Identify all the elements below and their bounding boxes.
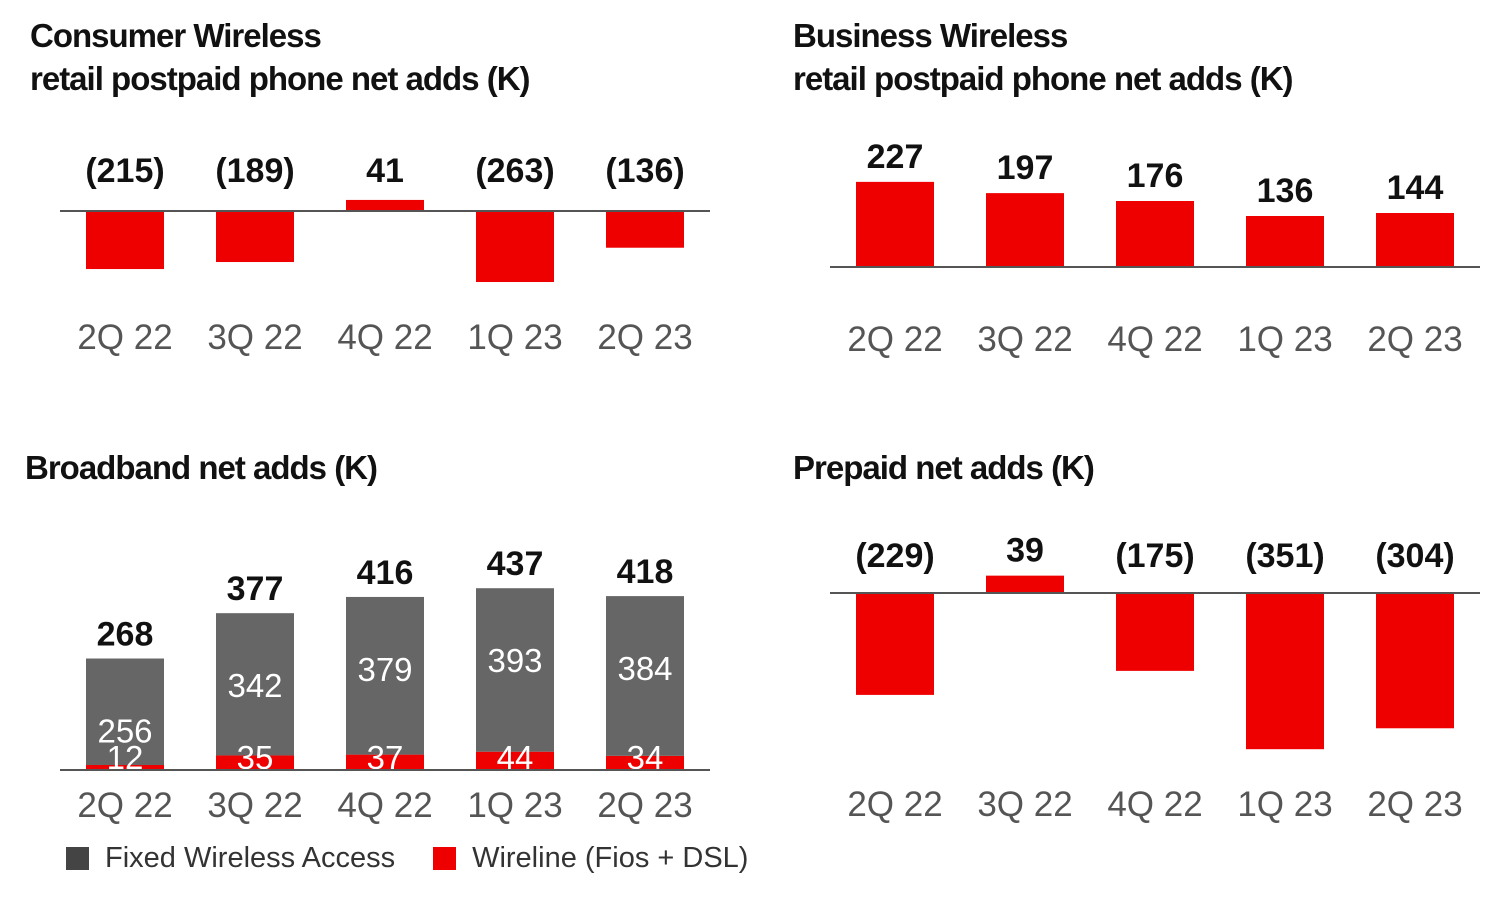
value-label: (175) (1115, 537, 1194, 575)
legend-item-fixed-wireless: Fixed Wireless Access (66, 842, 395, 875)
bar-1q-23 (1246, 593, 1324, 750)
broadband-legend: Fixed Wireless Access Wireline (Fios + D… (66, 842, 786, 875)
tick-label: 1Q 23 (467, 786, 562, 825)
tick-label: 2Q 23 (597, 318, 692, 357)
value-label: (189) (215, 152, 294, 190)
tick-label: 1Q 23 (467, 318, 562, 357)
value-label: (215) (85, 152, 164, 190)
bar-fixed-wireless-1q-23 (476, 588, 554, 752)
legend-item-wireline: Wireline (Fios + DSL) (433, 842, 748, 875)
value-label: (229) (855, 537, 934, 575)
bar-2q-23 (606, 211, 684, 248)
value-label: (351) (1245, 537, 1324, 575)
consumer-wireless-title-line2: retail postpaid phone net adds (K) (30, 60, 531, 97)
bar-fixed-wireless-3q-22 (216, 613, 294, 756)
value-label-total: 377 (227, 570, 284, 608)
legend-swatch-fixed-wireless (66, 847, 89, 870)
prepaid-title: Prepaid net adds (K) (793, 446, 1095, 489)
bar-fixed-wireless-2q-22 (86, 658, 164, 766)
bar-wireline-2q-23 (606, 755, 684, 770)
tick-label: 3Q 22 (977, 785, 1072, 824)
bar-2q-22 (86, 211, 164, 270)
business-wireless-title: Business Wireless retail postpaid phone … (793, 14, 1294, 100)
bar-wireline-1q-23 (476, 751, 554, 770)
bar-4q-22 (1116, 201, 1194, 267)
bar-2q-22 (856, 593, 934, 695)
tick-label: 2Q 22 (77, 318, 172, 357)
tick-label: 4Q 22 (337, 786, 432, 825)
tick-label: 2Q 23 (1367, 320, 1462, 359)
tick-label: 3Q 22 (977, 320, 1072, 359)
value-label-fixed-wireless: 384 (617, 650, 672, 687)
tick-label: 1Q 23 (1237, 785, 1332, 824)
value-label-fixed-wireless: 379 (357, 651, 412, 688)
tick-label: 3Q 22 (207, 318, 302, 357)
tick-label: 4Q 22 (1107, 320, 1202, 359)
tick-label: 2Q 22 (847, 320, 942, 359)
tick-label: 3Q 22 (207, 786, 302, 825)
value-label-total: 268 (97, 616, 154, 654)
bar-wireline-3q-22 (216, 755, 294, 770)
bar-fixed-wireless-4q-22 (346, 596, 424, 755)
legend-label-wireline: Wireline (Fios + DSL) (472, 842, 749, 874)
bar-1q-23 (1246, 216, 1324, 267)
legend-label-fixed-wireless: Fixed Wireless Access (105, 842, 396, 874)
tick-label: 2Q 22 (847, 785, 942, 824)
business-wireless-title-line1: Business Wireless (793, 17, 1068, 54)
tick-label: 4Q 22 (337, 318, 432, 357)
bar-3q-22 (216, 211, 294, 263)
broadband-title-text: Broadband net adds (K) (25, 449, 378, 486)
value-label-total: 437 (487, 545, 544, 583)
bar-3q-22 (986, 193, 1064, 267)
value-label: 39 (1006, 532, 1044, 570)
bar-2q-23 (1376, 213, 1454, 267)
bar-1q-23 (476, 211, 554, 283)
bar-wireline-4q-22 (346, 754, 424, 770)
consumer-wireless-title: Consumer Wireless retail postpaid phone … (30, 14, 531, 100)
value-label-fixed-wireless: 342 (227, 667, 282, 704)
business-wireless-chart: 227 2Q 22 197 3Q 22 176 4Q 22 136 1Q 23 144 2Q 23 (830, 138, 1480, 359)
value-label: 227 (867, 138, 924, 176)
tick-label: 2Q 23 (597, 786, 692, 825)
tick-label: 2Q 22 (77, 786, 172, 825)
prepaid-title-text: Prepaid net adds (K) (793, 449, 1095, 486)
bar-3q-22 (986, 575, 1064, 593)
bar-4q-22 (346, 199, 424, 211)
tick-label: 1Q 23 (1237, 320, 1332, 359)
value-label-fixed-wireless: 393 (487, 642, 542, 679)
value-label-fixed-wireless: 256 (97, 713, 152, 750)
value-label-total: 418 (617, 553, 674, 591)
bar-4q-22 (1116, 593, 1194, 671)
value-label: (263) (475, 152, 554, 190)
bar-wireline-2q-22 (86, 765, 164, 770)
value-label: 136 (1257, 172, 1314, 210)
value-label: 144 (1387, 169, 1444, 207)
value-label: (136) (605, 152, 684, 190)
bar-2q-23 (1376, 593, 1454, 729)
business-wireless-title-line2: retail postpaid phone net adds (K) (793, 60, 1294, 97)
legend-swatch-wireline (433, 847, 457, 870)
value-label: 176 (1127, 157, 1184, 195)
bar-2q-22 (856, 181, 934, 267)
value-label-total: 416 (357, 554, 414, 592)
consumer-wireless-chart: (215) 2Q 22 (189) 3Q 22 41 4Q 22 (263) 1Q 23 (13… (60, 152, 710, 357)
value-label: 197 (997, 149, 1054, 187)
tick-label: 2Q 23 (1367, 785, 1462, 824)
prepaid-chart: (229) 2Q 22 39 3Q 22 (175) 4Q 22 (351) 1Q 23 (30… (830, 532, 1480, 824)
value-label: (304) (1375, 537, 1454, 575)
tick-label: 4Q 22 (1107, 785, 1202, 824)
value-label: 41 (366, 152, 404, 190)
consumer-wireless-title-line1: Consumer Wireless (30, 17, 322, 54)
bar-fixed-wireless-2q-23 (606, 596, 684, 756)
broadband-title: Broadband net adds (K) (25, 446, 378, 489)
